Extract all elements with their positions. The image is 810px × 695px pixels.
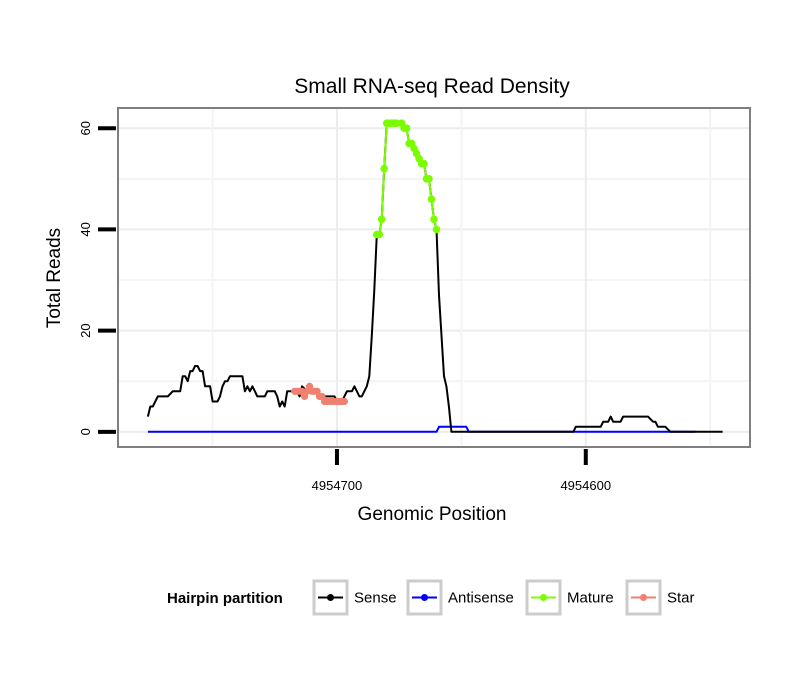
data-point-mature (402, 124, 411, 132)
legend-label: Antisense (448, 590, 514, 607)
plot-panel (118, 108, 750, 447)
x-tick-label: 4954600 (560, 478, 611, 493)
data-point-star (340, 397, 348, 406)
x-tick-label: 4954700 (312, 478, 363, 493)
chart-title: Small RNA-seq Read Density (294, 75, 570, 98)
x-axis: 4954700 4954600 (312, 449, 611, 493)
legend-key-point (327, 594, 334, 601)
y-axis: 0 20 40 60 (78, 121, 116, 435)
data-point-mature (380, 164, 389, 173)
legend-label: Star (667, 590, 695, 607)
legend-key-point (421, 594, 428, 601)
data-point-mature (432, 225, 441, 234)
y-tick-label: 40 (78, 222, 93, 236)
legend-label: Mature (567, 590, 614, 607)
data-point-mature (375, 230, 384, 239)
legend-item-mature: Mature (525, 579, 614, 616)
x-axis-title: Genomic Position (358, 504, 507, 525)
y-tick-label: 0 (78, 428, 93, 435)
data-point-mature (420, 159, 428, 168)
y-tick-label: 20 (78, 323, 93, 337)
data-point-mature (425, 175, 433, 183)
legend-item-star: Star (625, 579, 695, 616)
y-axis-title: Total Reads (44, 228, 65, 328)
y-tick-label: 60 (78, 121, 93, 135)
data-point-mature (427, 195, 436, 203)
points-layer (291, 119, 441, 406)
legend-label: Sense (354, 590, 397, 607)
legend-key-point (640, 594, 647, 601)
legend-item-antisense: Antisense (406, 579, 514, 616)
plot-border (117, 107, 751, 448)
data-point-mature (377, 215, 386, 224)
legend-title: Hairpin partition (167, 590, 283, 607)
grid-lines (118, 108, 750, 447)
legend: Hairpin partition Sense Antisense Mature St… (167, 579, 695, 616)
series-line-sense (146, 122, 723, 433)
data-point-mature (430, 215, 438, 224)
legend-item-sense: Sense (312, 579, 397, 616)
legend-key-point (540, 594, 547, 601)
